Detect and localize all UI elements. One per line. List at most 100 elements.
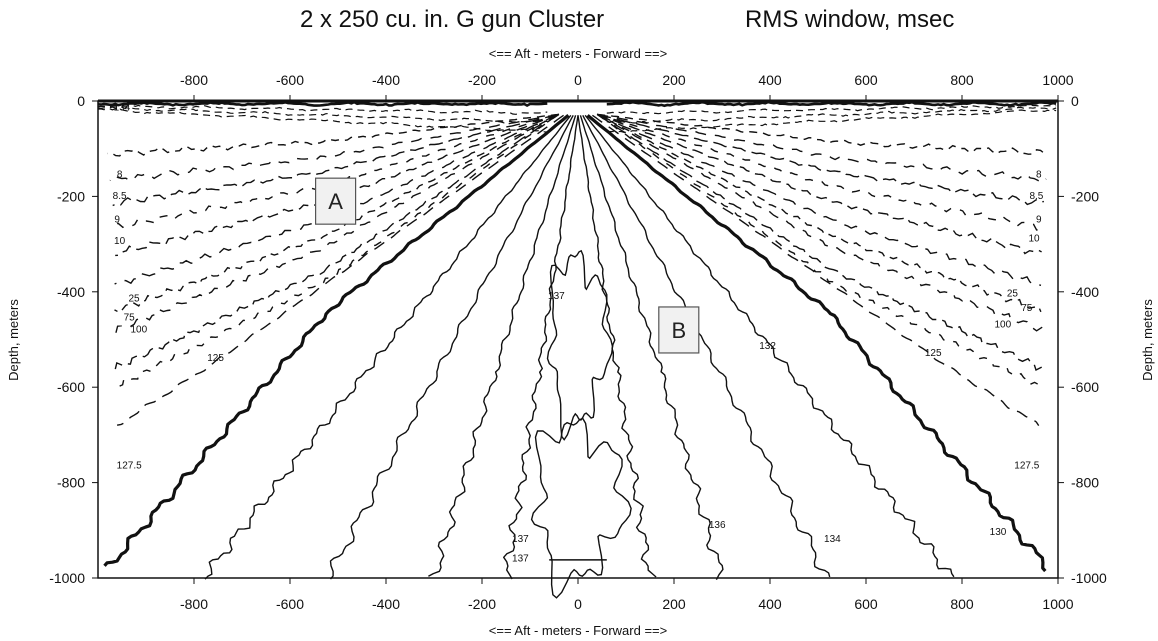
x-tick-label-bottom: 600 (854, 596, 878, 612)
contour-134 (579, 115, 724, 581)
contour-label: 9 (114, 215, 120, 226)
dashed-contour (596, 113, 1043, 371)
dashed-contour (597, 113, 1044, 206)
dashed-contour (597, 113, 1047, 184)
dashed-contour (597, 113, 1042, 231)
contour-label: 8.5 (113, 191, 127, 202)
x-tick-label-top: 600 (854, 72, 878, 88)
contour-132 (329, 114, 574, 580)
contour-130 (204, 114, 572, 580)
contour-label: 137 (512, 553, 529, 564)
contour-label: 75 (1021, 303, 1033, 314)
contour-label: 75 (124, 312, 136, 323)
dashed-contour (596, 113, 1042, 286)
contour-134 (428, 115, 577, 577)
y-tick-label-left: -600 (57, 379, 85, 395)
contour-label: 125 (925, 348, 942, 359)
x-tick-label-bottom: 400 (758, 596, 782, 612)
dashed-contour (115, 113, 560, 334)
contour-136 (577, 115, 657, 578)
contour-label: 137 (548, 291, 565, 302)
annotation-label: B (671, 318, 686, 343)
surface-wave-contour (606, 104, 1057, 115)
contour-label: 10 (114, 236, 126, 247)
dashed-contour (107, 113, 559, 157)
contour-label: 100 (130, 324, 147, 335)
x-tick-label-top: -200 (468, 72, 496, 88)
dashed-contour (596, 113, 1042, 313)
contour-label: 134 (114, 103, 131, 114)
contour-136 (503, 115, 579, 580)
contour-132 (582, 114, 831, 578)
contour-137-lower (530, 417, 632, 599)
dashed-contour (114, 113, 559, 229)
contour-label: 130 (990, 527, 1007, 538)
annotation-label: A (328, 189, 343, 214)
x-tick-label-bottom: 200 (662, 596, 686, 612)
y-tick-label-right: -600 (1071, 379, 1099, 395)
annotation-box (658, 306, 700, 354)
surface-wave-contour (97, 104, 548, 115)
surface-wave-contour (606, 106, 1057, 124)
contour-label: 8.5 (1029, 191, 1043, 202)
x-tick-label-top: -600 (276, 72, 304, 88)
dashed-contour (115, 113, 560, 390)
y-tick-label-right: -400 (1071, 284, 1099, 300)
x-tick-label-top: 400 (758, 72, 782, 88)
x-tick-label-bottom: 1000 (1042, 596, 1073, 612)
y-tick-label-right: -800 (1071, 475, 1099, 491)
y-axis-label-left: Depth, meters (6, 299, 21, 381)
contour-label: 10 (1028, 234, 1040, 245)
contour-label: 134 (824, 534, 841, 545)
surface-wave-contour (97, 105, 548, 124)
x-tick-label-bottom: 800 (950, 596, 974, 612)
surface-wave-contour (606, 100, 1057, 108)
x-tick-label-top: 200 (662, 72, 686, 88)
x-tick-label-bottom: -800 (180, 596, 208, 612)
dashed-contour (112, 113, 559, 207)
contour-130 (584, 114, 955, 578)
x-axis-label-top: <== Aft - meters - Forward ==> (489, 46, 667, 61)
x-tick-label-top: 1000 (1042, 72, 1073, 88)
y-tick-label-left: -1000 (49, 570, 85, 586)
annotation-boxes: AB (315, 177, 700, 354)
x-tick-label-top: 800 (950, 72, 974, 88)
x-tick-label-bottom: 0 (574, 596, 582, 612)
y-tick-label-right: 0 (1071, 93, 1079, 109)
contour-125 (591, 114, 1040, 426)
x-tick-label-bottom: -400 (372, 596, 400, 612)
surface-wave-contour (606, 109, 1057, 134)
x-tick-label-bottom: -600 (276, 596, 304, 612)
dashed-contour (596, 113, 1043, 386)
contour-label: 8 (117, 169, 123, 180)
y-tick-label-left: -400 (57, 284, 85, 300)
y-tick-label-left: -200 (57, 188, 85, 204)
contour-125 (116, 114, 565, 426)
dashed-contour (596, 113, 1043, 332)
contour-label: 136 (709, 520, 726, 531)
contour-label: 8 (1036, 169, 1042, 180)
contour-label: 9 (1036, 215, 1042, 226)
contour-label: 127.5 (117, 460, 142, 471)
x-tick-label-top: -800 (180, 72, 208, 88)
chart-subtitle: RMS window, msec (745, 6, 954, 33)
dashed-contour (596, 113, 1042, 255)
y-tick-label-left: -800 (57, 475, 85, 491)
contour-label: 25 (1007, 289, 1019, 300)
x-tick-label-top: -400 (372, 72, 400, 88)
contour-label: 132 (759, 341, 776, 352)
x-axis-label-bottom: <== Aft - meters - Forward ==> (489, 623, 667, 638)
low-level-dashed-contours (107, 113, 1049, 390)
sea-surface-waves (97, 100, 1057, 134)
contour-label: 127.5 (1014, 460, 1039, 471)
contour-137-upper (546, 249, 614, 441)
dashed-contour (114, 113, 560, 314)
dashed-contour (109, 113, 559, 182)
y-tick-label-right: -1000 (1071, 570, 1107, 586)
contour-label: 100 (994, 320, 1011, 331)
contour-labels: 13488.59102575100125127.5137137137132136… (113, 103, 1044, 565)
dashed-contour (115, 113, 560, 257)
central-137-contours (530, 249, 632, 599)
contour-label: 25 (128, 293, 140, 304)
